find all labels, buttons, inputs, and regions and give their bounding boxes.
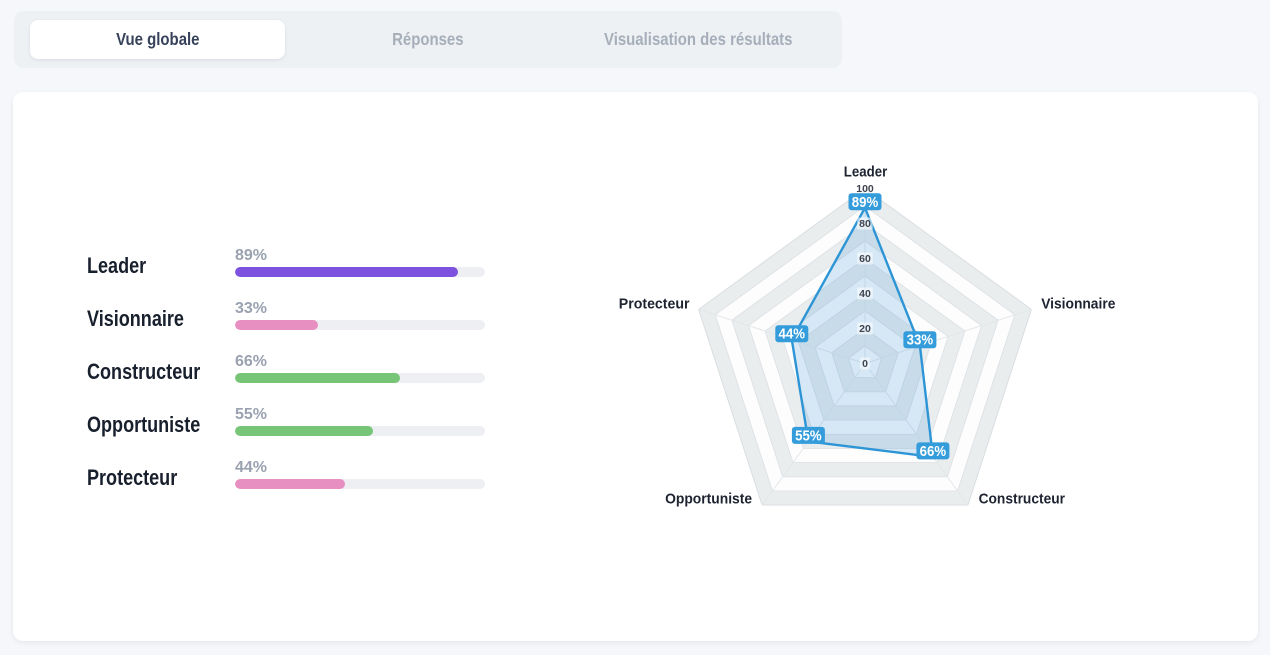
svg-text:44%: 44% (779, 327, 806, 343)
svg-text:89%: 89% (852, 195, 879, 211)
svg-text:60: 60 (859, 253, 871, 265)
svg-text:40: 40 (859, 288, 871, 300)
svg-text:33%: 33% (907, 333, 934, 349)
svg-text:66%: 66% (920, 444, 947, 460)
svg-text:20: 20 (859, 323, 871, 335)
svg-text:100: 100 (856, 183, 874, 195)
svg-text:0: 0 (862, 358, 868, 370)
svg-text:Protecteur: Protecteur (619, 295, 690, 312)
svg-text:55%: 55% (795, 428, 822, 444)
svg-text:Constructeur: Constructeur (979, 490, 1066, 507)
svg-text:Opportuniste: Opportuniste (665, 490, 752, 507)
svg-text:80: 80 (859, 218, 871, 230)
svg-text:Visionnaire: Visionnaire (1041, 295, 1115, 312)
svg-text:Leader: Leader (844, 163, 888, 180)
